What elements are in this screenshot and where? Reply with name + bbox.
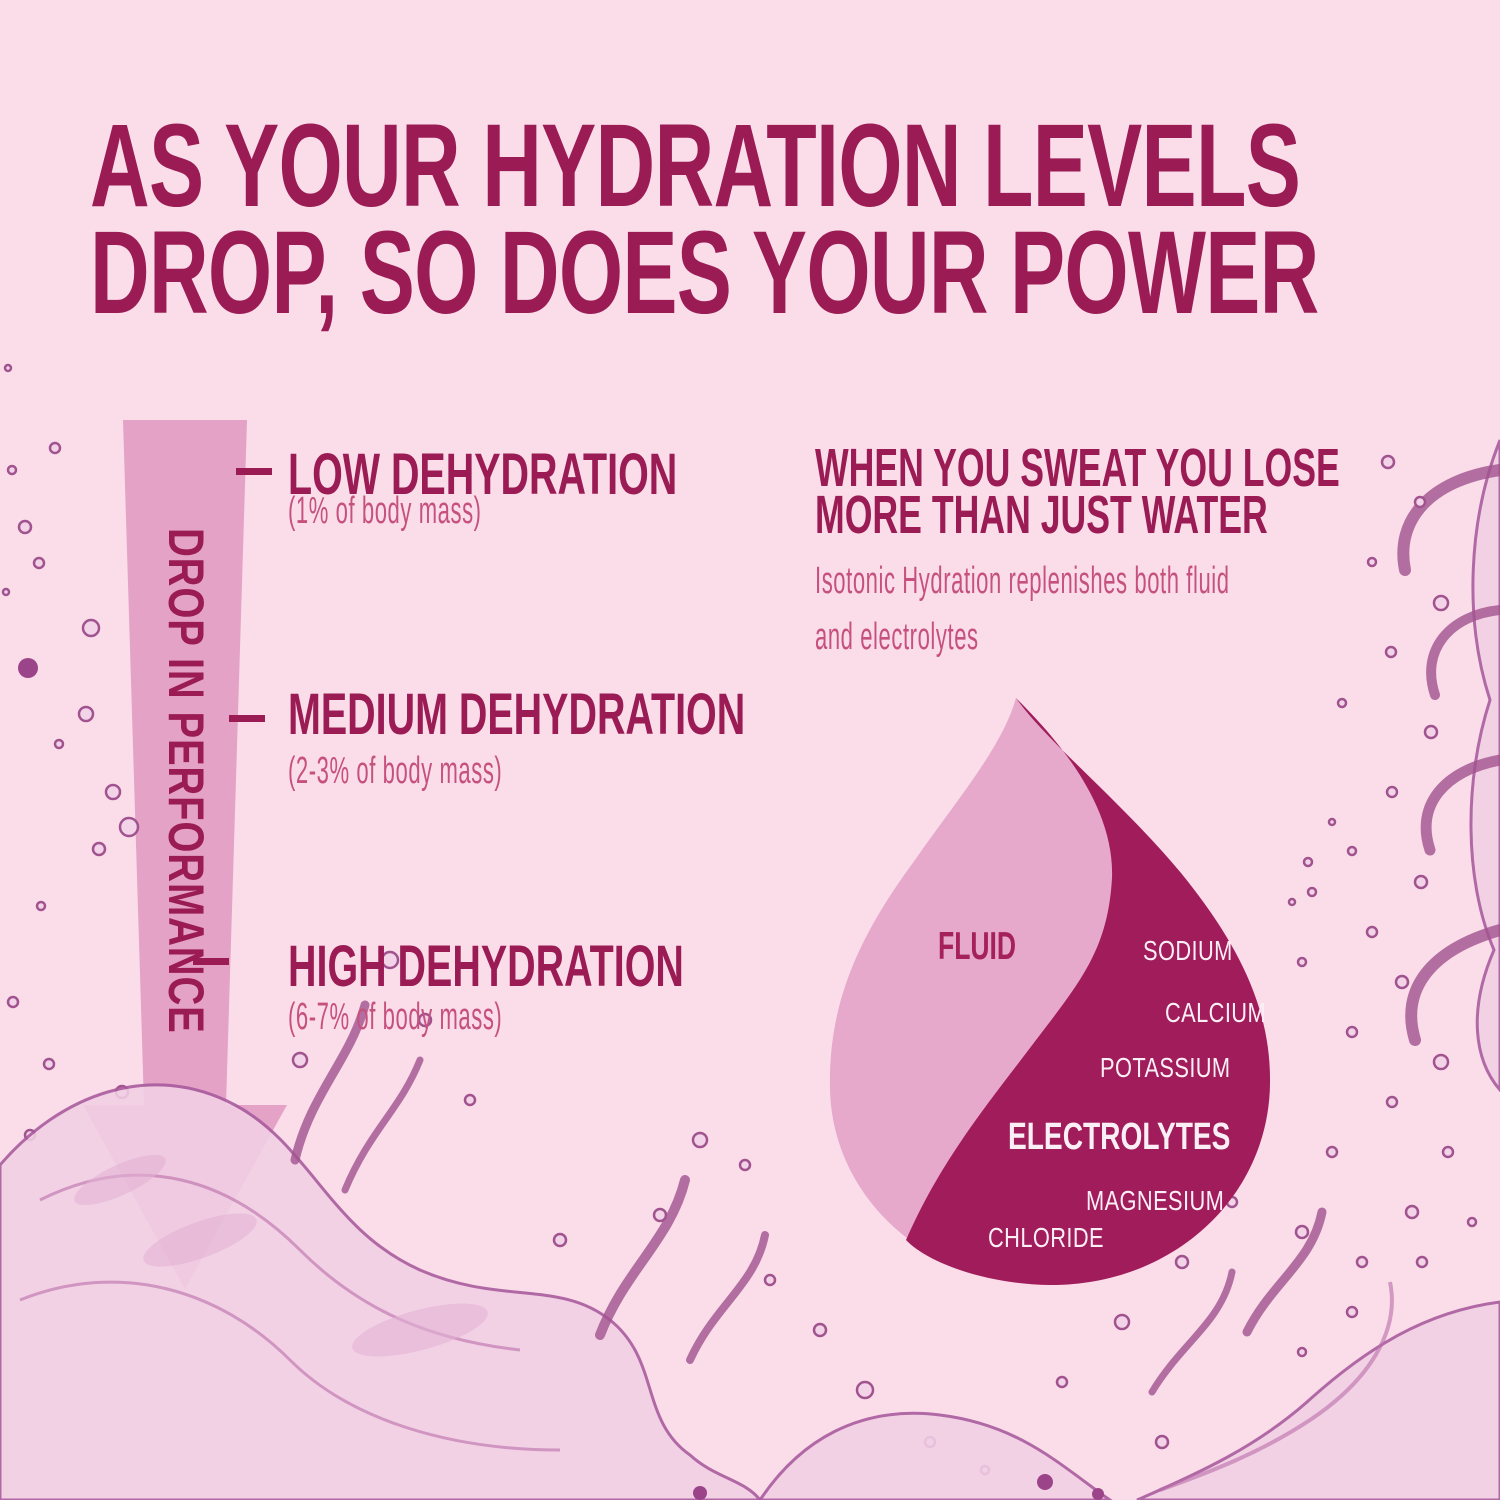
dehydration-level-detail-low: (1% of body mass) <box>288 490 482 532</box>
down-arrow-shape <box>83 420 287 1289</box>
bottom-center-splash <box>758 1411 1113 1500</box>
electrolyte-item-potassium: POTASSIUM <box>1100 1052 1231 1083</box>
dehydration-tick-medium <box>229 715 265 722</box>
electrolyte-item-chloride: CHLORIDE <box>988 1222 1104 1253</box>
dehydration-level-name-medium: MEDIUM DEHYDRATION <box>288 682 746 747</box>
dehydration-level-name-low: LOW DEHYDRATION <box>288 442 678 507</box>
page-title-line1: AS YOUR HYDRATION LEVELS <box>90 100 1301 232</box>
dehydration-tick-low <box>236 468 272 475</box>
right-edge-splash <box>1287 439 1500 1269</box>
sweat-subtitle-line2: and electrolytes <box>815 616 979 658</box>
dehydration-level-detail-high: (6-7% of body mass) <box>288 996 503 1038</box>
bottom-right-splash <box>1055 1195 1500 1500</box>
bottom-left-splash <box>0 950 991 1500</box>
sweat-heading-line2: MORE THAN JUST WATER <box>815 485 1268 545</box>
electrolyte-item-magnesium: MAGNESIUM <box>1086 1185 1225 1216</box>
dehydration-level-detail-medium: (2-3% of body mass) <box>288 750 503 792</box>
electrolytes-label: ELECTROLYTES <box>1008 1116 1231 1158</box>
sweat-subtitle-line1: Isotonic Hydration replenishes both flui… <box>815 560 1230 602</box>
dehydration-tick-high <box>193 958 229 965</box>
dehydration-level-name-high: HIGH DEHYDRATION <box>288 934 684 999</box>
electrolyte-item-sodium: SODIUM <box>1143 935 1233 966</box>
left-droplets <box>1 363 140 1142</box>
page-title-line2: DROP, SO DOES YOUR POWER <box>90 207 1319 339</box>
electrolyte-item-calcium: CALCIUM <box>1165 997 1267 1028</box>
sweat-heading-line1: WHEN YOU SWEAT YOU LOSE <box>815 438 1340 498</box>
fluid-label: FLUID <box>938 925 1017 968</box>
droplet-electrolytes-dark-path <box>906 698 1271 1286</box>
performance-arrow-label: DROP IN PERFORMANCE <box>158 528 214 1034</box>
